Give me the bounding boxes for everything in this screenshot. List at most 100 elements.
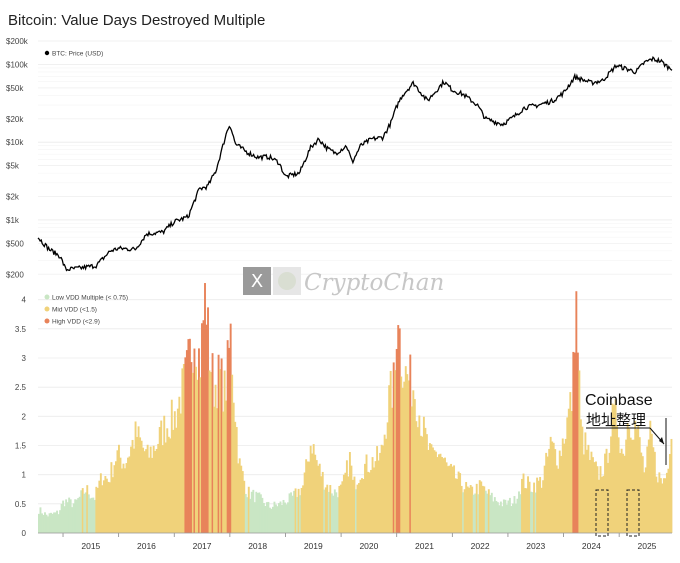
- vdd-bar: [453, 465, 456, 533]
- vdd-bar: [314, 454, 317, 533]
- vdd-bar: [493, 497, 496, 533]
- vdd-legend-label: Mid VDD (<1.5): [52, 307, 97, 314]
- vdd-bar: [499, 501, 502, 533]
- vdd-bar: [211, 353, 214, 533]
- vdd-bar: [483, 486, 486, 533]
- vdd-bar: [602, 475, 605, 533]
- vdd-bar: [527, 476, 529, 533]
- vdd-bar: [308, 461, 311, 533]
- price-series-line: [37, 55, 673, 272]
- vdd-bar: [157, 443, 160, 533]
- vdd-bar: [324, 487, 327, 533]
- vdd-bar: [404, 366, 407, 533]
- vdd-bar: [436, 457, 439, 533]
- vdd-bar: [373, 467, 376, 533]
- x-tick-label: 2021: [415, 541, 434, 551]
- vdd-bar: [93, 499, 96, 533]
- vdd-bar: [185, 350, 188, 533]
- vdd-bar: [407, 380, 410, 533]
- vdd-bar: [477, 494, 480, 533]
- vdd-bar: [278, 503, 280, 533]
- vdd-y-tick-label: 1: [22, 471, 27, 480]
- vdd-bar: [398, 328, 401, 533]
- vdd-bar: [595, 461, 597, 533]
- vdd-bar: [492, 501, 495, 533]
- vdd-bar: [303, 472, 306, 533]
- vdd-bar: [86, 485, 89, 533]
- vdd-bar: [198, 348, 200, 533]
- avatar-face-icon: [278, 272, 296, 290]
- vdd-bar: [288, 493, 291, 533]
- vdd-bar: [519, 494, 522, 533]
- price-y-tick-label: $10k: [6, 138, 24, 147]
- vdd-bar: [524, 488, 526, 533]
- vdd-bar: [472, 494, 475, 533]
- price-legend-label: BTC: Price (USD): [52, 51, 103, 58]
- price-y-tick-label: $2k: [6, 193, 20, 202]
- vdd-bar: [262, 503, 265, 533]
- x-tick-label: 2020: [359, 541, 378, 551]
- vdd-bar: [148, 457, 151, 533]
- vdd-bar: [187, 339, 190, 533]
- vdd-area-layer: [38, 283, 673, 533]
- price-legend-marker: [44, 50, 50, 56]
- vdd-legend-marker: [44, 318, 50, 324]
- price-y-tick-label: $500: [6, 239, 24, 248]
- vdd-bar: [427, 449, 430, 533]
- vdd-bar: [342, 474, 345, 533]
- vdd-bar: [424, 427, 427, 533]
- vdd-bar: [392, 362, 395, 533]
- vdd-bar: [335, 492, 338, 533]
- vdd-bar: [207, 307, 209, 533]
- vdd-bar: [406, 374, 409, 533]
- vdd-bar: [447, 466, 449, 533]
- vdd-bar: [505, 504, 508, 533]
- vdd-bar: [569, 392, 572, 533]
- vdd-bar: [137, 426, 140, 533]
- vdd-bar: [341, 481, 344, 533]
- vdd-y-tick-label: 0: [22, 529, 27, 538]
- vdd-bar: [495, 500, 498, 533]
- vdd-bar: [329, 485, 332, 533]
- vdd-bar: [521, 478, 523, 533]
- vdd-bar: [418, 415, 421, 533]
- watermark: X CryptoChan: [243, 267, 444, 296]
- vdd-bar: [614, 399, 617, 533]
- vdd-bar: [421, 436, 424, 533]
- vdd-bar: [351, 479, 354, 533]
- vdd-bar: [382, 445, 385, 533]
- vdd-y-tick-label: 1.5: [15, 442, 27, 451]
- vdd-bar: [454, 478, 457, 533]
- vdd-bar: [72, 503, 75, 533]
- vdd-bar: [110, 462, 113, 533]
- vdd-bar: [546, 456, 549, 533]
- vdd-bar: [205, 324, 208, 533]
- vdd-bar: [199, 377, 202, 533]
- vdd-bar: [217, 354, 220, 533]
- vdd-bar: [468, 487, 471, 533]
- vdd-bar: [182, 363, 185, 533]
- vdd-bar: [386, 422, 389, 533]
- vdd-bar: [629, 437, 632, 533]
- vdd-legend-label: High VDD (<2.9): [52, 319, 100, 326]
- price-y-tick-label: $200: [6, 270, 24, 279]
- vdd-bar: [385, 438, 388, 533]
- vdd-bar: [664, 478, 667, 533]
- vdd-bar: [401, 387, 404, 533]
- vdd-bar: [496, 502, 499, 533]
- vdd-bar: [591, 457, 594, 533]
- vdd-bar: [161, 445, 164, 533]
- vdd-bar: [143, 451, 146, 533]
- vdd-bar: [625, 439, 628, 533]
- vdd-bar: [293, 490, 296, 533]
- vdd-bar: [170, 399, 173, 533]
- vdd-bar: [518, 491, 520, 533]
- vdd-bar: [194, 366, 197, 533]
- vdd-bar: [311, 453, 314, 533]
- vdd-bar: [561, 438, 564, 533]
- vdd-bar: [101, 485, 104, 533]
- vdd-bar: [435, 451, 437, 533]
- vdd-bar: [371, 457, 374, 533]
- vdd-bar: [478, 480, 481, 533]
- vdd-bar: [451, 466, 454, 533]
